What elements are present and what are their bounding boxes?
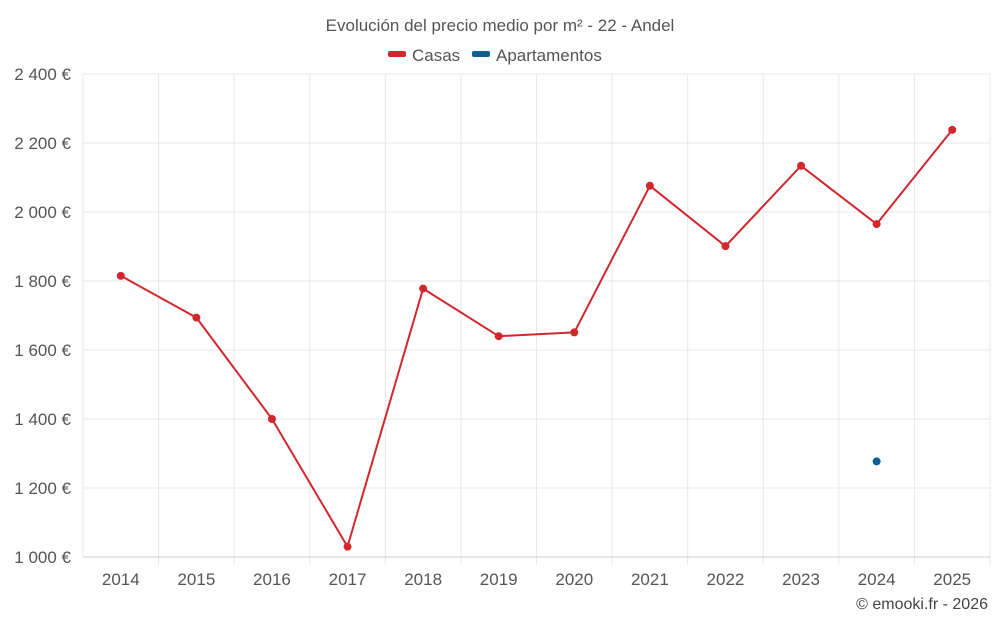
y-tick-label: 2 000 € [14,203,71,222]
series-casas [116,125,957,551]
x-axis-labels: 2014 2015 2016 2017 2018 2019 2020 2021 2022 2023… [102,570,971,589]
legend-label-casas: Casas [412,46,460,65]
x-gridlines [82,74,991,565]
y-tick-label: 2 400 € [14,65,71,84]
data-point-casas-2025[interactable] [948,125,957,134]
legend-label-apartamentos: Apartamentos [496,46,602,65]
x-tick-label: 2022 [707,570,745,589]
chart-title: Evolución del precio medio por m² - 22 -… [326,16,675,35]
data-point-casas-2015[interactable] [192,313,201,322]
x-tick-label: 2024 [858,570,896,589]
data-point-casas-2021[interactable] [645,181,654,190]
data-point-casas-2024[interactable] [872,220,881,229]
data-point-casas-2022[interactable] [721,242,730,251]
x-tick-label: 2019 [480,570,518,589]
series-line-casas [120,129,953,548]
x-tick-label: 2025 [933,570,971,589]
x-tick-label: 2015 [177,570,215,589]
legend-swatch-apartamentos [472,51,490,57]
x-tick-label: 2021 [631,570,669,589]
x-tick-label: 2016 [253,570,291,589]
data-point-casas-2020[interactable] [570,328,579,337]
x-tick-label: 2020 [555,570,593,589]
chart-credit: © emooki.fr - 2026 [856,596,988,613]
data-point-apartamentos-2024[interactable] [872,457,881,466]
data-point-casas-2019[interactable] [494,332,503,341]
data-point-casas-2018[interactable] [419,284,428,293]
x-tick-label: 2017 [329,570,367,589]
y-tick-label: 1 000 € [14,548,71,567]
data-point-casas-2016[interactable] [267,415,276,423]
legend-item-casas[interactable]: Casas [388,46,460,65]
legend-item-apartamentos[interactable]: Apartamentos [472,46,602,65]
data-point-casas-2023[interactable] [797,161,806,170]
series-apartamentos [872,457,881,466]
y-tick-label: 1 200 € [14,479,71,498]
y-axis-labels: 1 000 € 1 200 € 1 400 € 1 600 € 1 800 € 2 000… [14,65,71,567]
x-tick-label: 2014 [102,570,140,589]
x-tick-label: 2018 [404,570,442,589]
x-tick-label: 2023 [782,570,820,589]
y-tick-label: 2 200 € [14,134,71,153]
y-tick-label: 1 400 € [14,410,71,429]
y-tick-label: 1 800 € [14,272,71,291]
legend-swatch-casas [388,51,406,57]
data-point-casas-2014[interactable] [116,271,125,280]
y-tick-label: 1 600 € [14,341,71,360]
series-layer [116,125,957,551]
legend: Casas Apartamentos [388,46,602,65]
data-point-casas-2017[interactable] [343,542,352,551]
